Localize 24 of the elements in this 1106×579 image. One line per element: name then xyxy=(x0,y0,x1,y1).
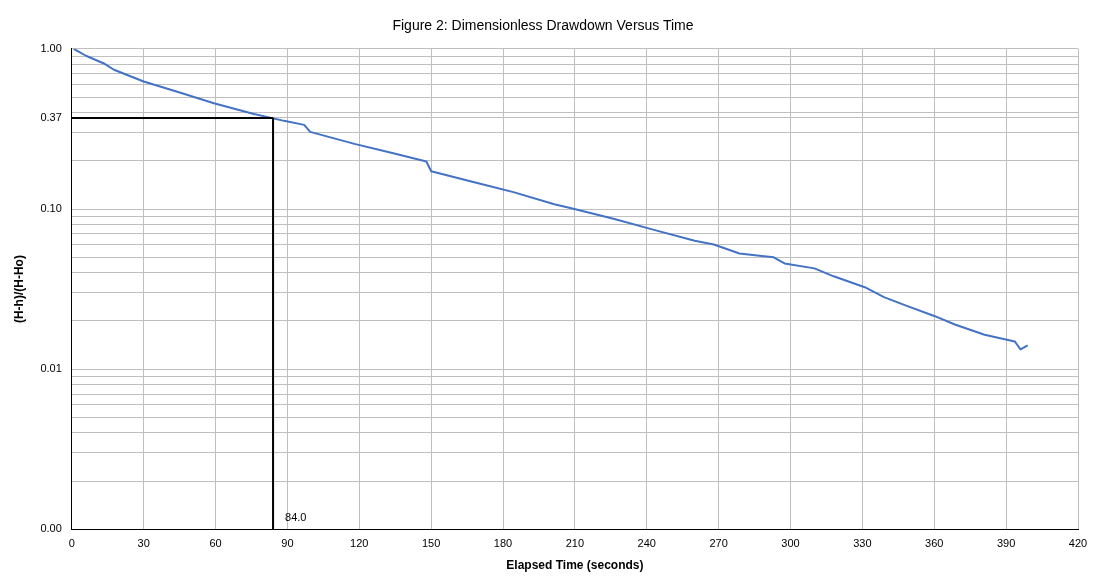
x-tick-label: 330 xyxy=(853,537,872,550)
y-axis-title: (H-h)/(H-Ho) xyxy=(11,255,26,324)
x-tick-label: 60 xyxy=(209,537,222,550)
x-tick-label: 300 xyxy=(781,537,800,550)
x-tick-label: 420 xyxy=(1068,537,1088,550)
chart-title: Figure 2: Dimensionless Drawdown Versus Time xyxy=(392,17,694,34)
x-tick-label: 240 xyxy=(637,537,656,550)
y-tick-label: 0.37 xyxy=(40,111,62,124)
y-tick-label: 0.00 xyxy=(40,522,62,535)
y-tick-label: 0.01 xyxy=(40,362,62,375)
x-tick-label: 150 xyxy=(421,537,441,550)
y-tick-label: 1.00 xyxy=(40,41,62,54)
x-tick-label: 120 xyxy=(350,537,369,550)
ref-line-label: 84.0 xyxy=(285,510,307,523)
x-tick-label: 90 xyxy=(281,537,294,550)
y-tick-label: 0.10 xyxy=(40,202,62,215)
x-tick-label: 30 xyxy=(137,537,150,550)
x-tick-label: 210 xyxy=(565,537,585,550)
x-tick-label: 180 xyxy=(493,537,513,550)
x-tick-label: 360 xyxy=(925,537,944,550)
x-tick-label: 0 xyxy=(68,537,75,550)
x-tick-label: 270 xyxy=(709,537,728,550)
x-tick-label: 390 xyxy=(996,537,1016,550)
x-axis-title: Elapsed Time (seconds) xyxy=(506,558,644,573)
